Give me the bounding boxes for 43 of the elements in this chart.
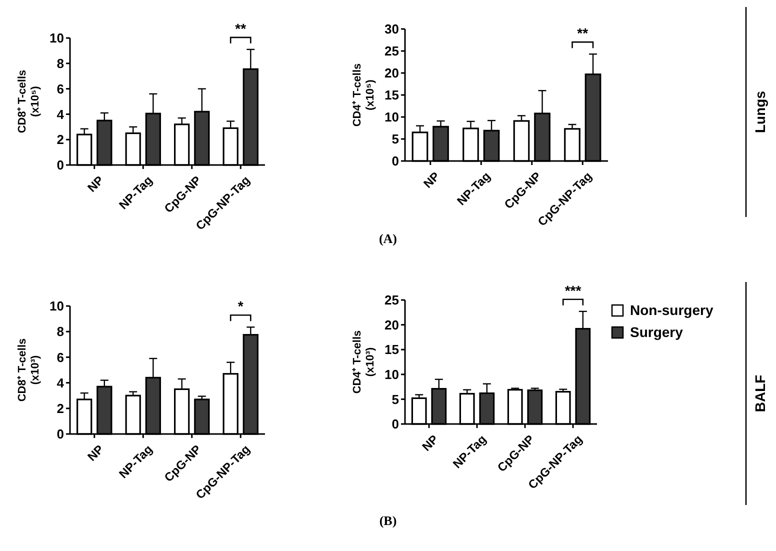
y-tick-label: 25: [384, 292, 399, 308]
text: **: [235, 20, 247, 36]
y-tick-label: 2: [56, 400, 64, 416]
text: BALF: [752, 374, 768, 412]
y-tick-label: 0: [56, 426, 64, 442]
y-axis-title: CD4⁺ T-cells (x10³): [352, 330, 376, 394]
x-tick-label: NP: [84, 173, 106, 195]
y-tick-label: 5: [392, 132, 399, 147]
annotation: **: [577, 25, 589, 42]
y-tick-label: 2: [56, 132, 64, 148]
y-tick-label: 15: [384, 88, 399, 103]
text: (A): [378, 231, 398, 246]
y-tick-label: 8: [56, 56, 64, 71]
y-tick-label: 10: [384, 366, 399, 382]
text: Lungs: [752, 90, 768, 133]
y-tick-label: 10: [50, 30, 64, 46]
x-tick-label: NP: [84, 442, 106, 464]
y-tick-label: 5: [392, 392, 399, 407]
y-tick-label: 6: [56, 350, 64, 365]
y-tick-label: 25: [384, 44, 399, 59]
text: ***: [564, 282, 582, 298]
text: (B): [379, 513, 397, 528]
x-tick-label: NP: [420, 169, 442, 191]
y-tick-label: 0: [392, 154, 399, 169]
y-tick-label: 10: [384, 110, 399, 125]
annotation: *: [238, 298, 244, 314]
y-tick-label: 4: [56, 375, 65, 390]
y-tick-label: 30: [384, 22, 399, 37]
y-tick-label: 0: [392, 416, 399, 432]
y-tick-label: 20: [384, 66, 399, 81]
x-tick-label: NP: [419, 432, 442, 454]
legend-label: Surgery: [630, 324, 684, 340]
y-tick-label: 6: [56, 81, 64, 96]
y-tick-label: 20: [384, 317, 399, 332]
y-tick-label: 15: [384, 342, 399, 358]
y-tick-label: 8: [56, 324, 64, 340]
y-axis-title: CD8⁺ T-cells (x10⁵): [16, 70, 42, 134]
y-axis-title: CD4⁺ T-cells (x10⁵): [352, 63, 376, 127]
y-tick-label: 0: [56, 158, 64, 173]
y-tick-label: 4: [56, 106, 65, 122]
y-tick-label: 10: [50, 298, 64, 314]
legend-label: Non-surgery: [630, 302, 714, 318]
y-axis-title: CD8⁺ T-cells (x10³): [16, 338, 42, 402]
